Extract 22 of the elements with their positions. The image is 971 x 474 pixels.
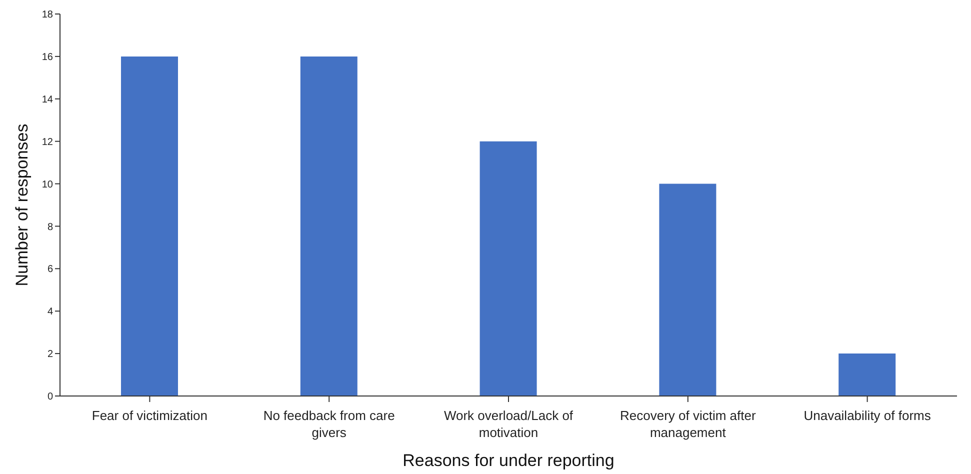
x-tick-label: Fear of victimization	[92, 408, 208, 423]
x-tick-label: No feedback from care givers	[263, 408, 395, 440]
bar	[659, 184, 716, 396]
x-tick-label: Work overload/Lack of motivation	[444, 408, 574, 440]
y-axis-title: Number of responses	[12, 124, 32, 286]
y-tick-label: 4	[47, 306, 54, 318]
y-tick-label: 16	[42, 52, 54, 63]
bar	[480, 141, 537, 396]
bar	[300, 56, 358, 396]
y-tick-label: 6	[47, 264, 54, 276]
y-tick-label: 10	[42, 179, 54, 190]
x-axis-title: Reasons for under reporting	[402, 451, 614, 470]
bar	[120, 56, 178, 396]
y-tick-label: 2	[47, 349, 54, 360]
y-tick-label: 0	[47, 392, 54, 403]
y-tick-label: 18	[42, 10, 54, 21]
x-tick-label: Recovery of victim after management	[620, 408, 756, 440]
y-tick-label: 12	[42, 136, 54, 148]
y-tick-label: 8	[47, 222, 54, 233]
y-tick-label: 14	[42, 94, 54, 106]
x-tick-label: Unavailability of forms	[804, 408, 932, 423]
bar	[838, 354, 896, 396]
